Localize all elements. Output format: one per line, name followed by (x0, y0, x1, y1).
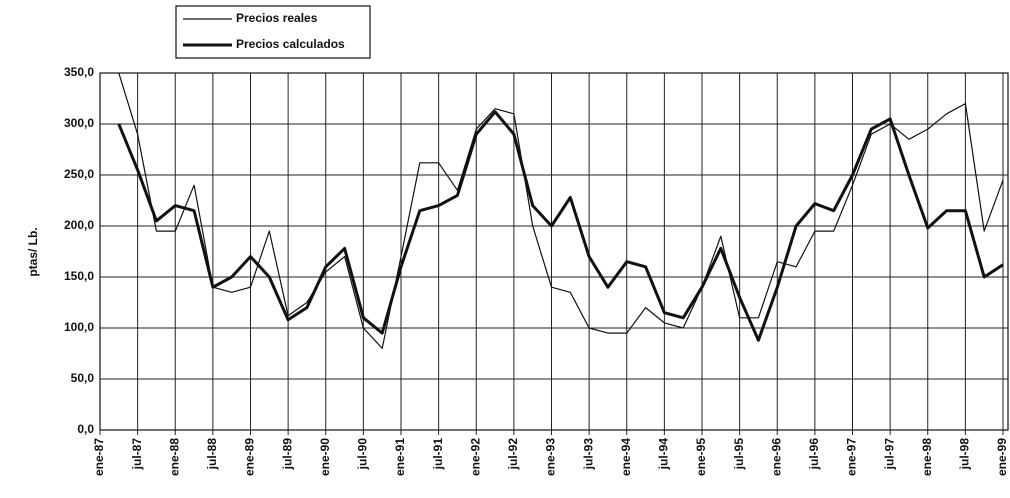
x-tick-label: jul-96 (807, 438, 821, 471)
x-tick-label: ene-92 (468, 438, 482, 476)
x-tick-label: jul-90 (356, 438, 370, 471)
x-tick-label: jul-87 (130, 438, 144, 471)
plot-frame (99, 72, 1009, 431)
x-tick-label: jul-93 (581, 438, 595, 471)
x-tick-label: ene-94 (619, 438, 633, 476)
y-tick-label: 350,0 (64, 65, 94, 79)
y-tick-label: 150,0 (64, 269, 94, 283)
legend-label: Precios reales (236, 11, 318, 25)
y-tick-label: 0,0 (77, 422, 94, 436)
series-line (118, 72, 1004, 349)
x-tick-label: ene-96 (769, 438, 783, 476)
x-tick-label: jul-97 (882, 438, 896, 471)
x-tick-label: ene-90 (318, 438, 332, 476)
x-tick-label: jul-88 (205, 438, 219, 471)
x-tick-label: ene-97 (845, 438, 859, 476)
x-tick-label: jul-92 (506, 438, 520, 471)
y-tick-label: 250,0 (64, 167, 94, 181)
x-tick-label: ene-98 (920, 438, 934, 476)
x-tick-label: ene-88 (167, 438, 181, 476)
y-tick-label: 200,0 (64, 218, 94, 232)
legend-label: Precios calculados (236, 37, 345, 51)
x-tick-label: ene-99 (995, 438, 1009, 476)
x-tick-label: ene-91 (393, 438, 407, 476)
y-tick-label: 100,0 (64, 320, 94, 334)
x-tick-label: jul-98 (958, 438, 972, 471)
legend-box (175, 5, 371, 59)
x-tick-label: jul-94 (657, 438, 671, 471)
x-tick-label: ene-87 (92, 438, 106, 476)
x-tick-label: jul-91 (431, 438, 445, 471)
x-tick-label: jul-89 (280, 438, 294, 471)
x-tick-label: ene-89 (243, 438, 257, 476)
series-line (117, 110, 1004, 342)
x-tick-label: ene-95 (694, 438, 708, 476)
x-tick-label: ene-93 (544, 438, 558, 476)
x-tick-label: jul-95 (732, 438, 746, 471)
y-axis-label: ptas/ Lb. (26, 227, 40, 276)
y-tick-label: 50,0 (71, 371, 95, 385)
y-tick-label: 300,0 (64, 116, 94, 130)
